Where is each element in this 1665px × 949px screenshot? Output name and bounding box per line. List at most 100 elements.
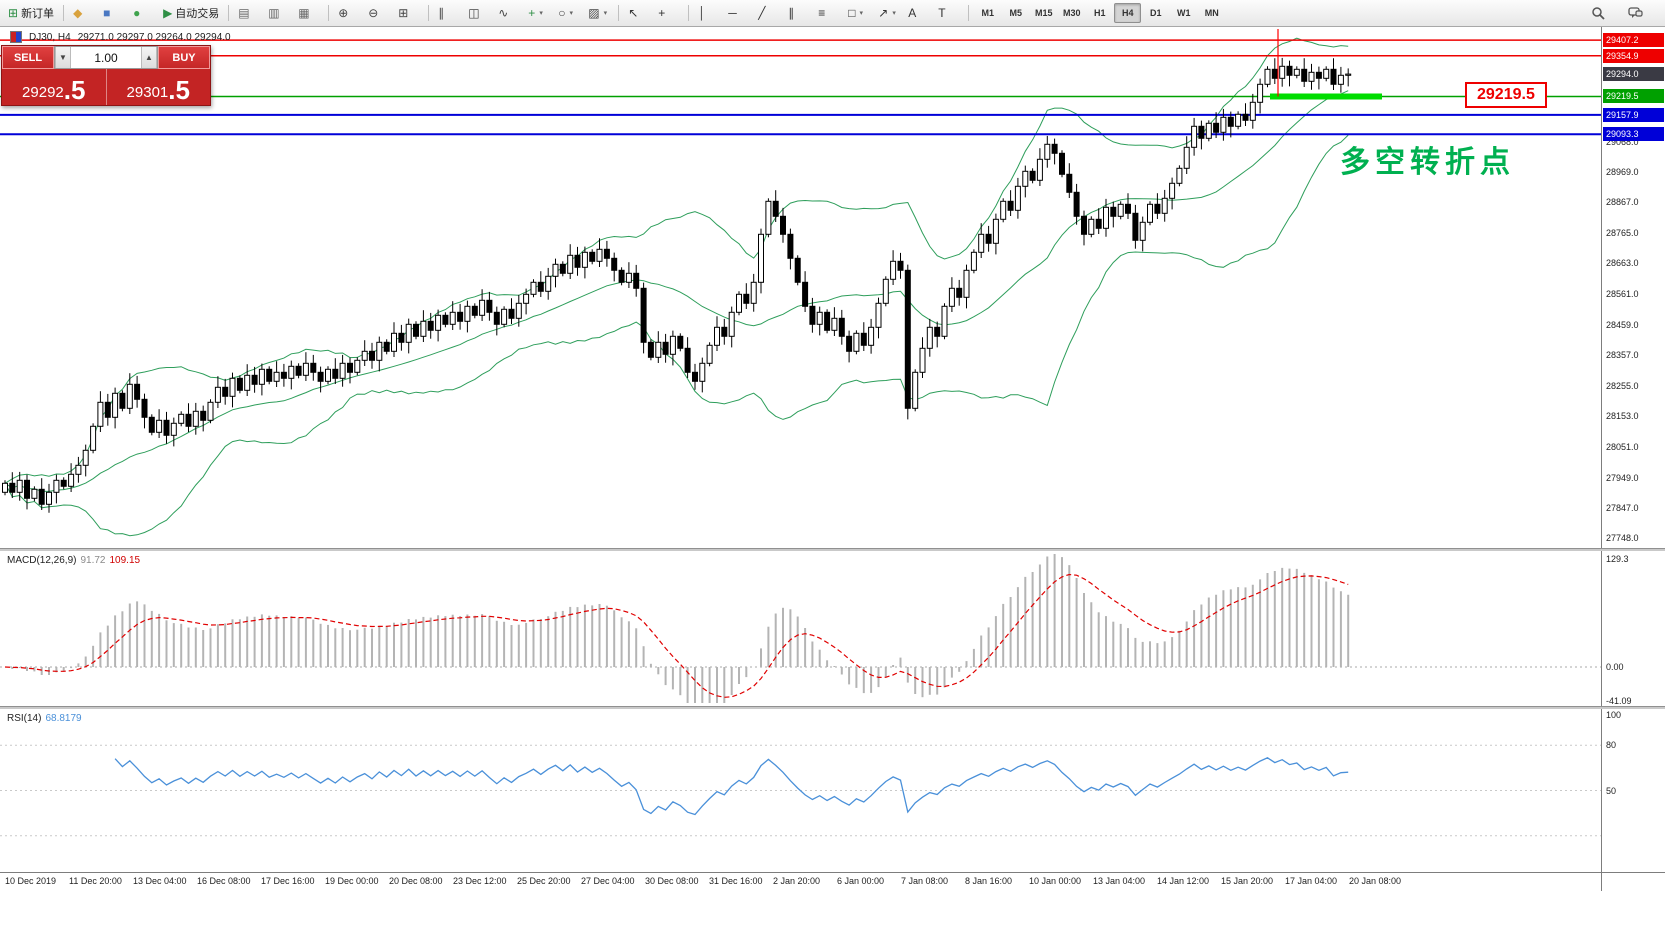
time-tick-label: 23 Dec 12:00 [453,876,507,886]
buy-price-big: .5 [168,74,190,105]
navigator-button[interactable]: ▥ [264,2,293,25]
navigator-icon: ▥ [268,6,280,20]
macd-panel[interactable]: MACD(12,26,9) 91.72 109.15 [0,551,1601,706]
timeframe-m1-button[interactable]: M1 [981,8,995,18]
zoom-in-button[interactable]: ⊕ [334,2,363,25]
time-tick-label: 27 Dec 04:00 [581,876,635,886]
templates-icon: ▨ [588,6,600,20]
sell-button[interactable]: SELL [2,46,54,69]
profiles-button[interactable]: ■ [99,2,128,25]
timeframe-h1-button[interactable]: H1 [1094,8,1106,18]
fibonacci-button[interactable]: ≡ [814,2,843,25]
time-axis[interactable]: 10 Dec 2019 11 Dec 20:00 13 Dec 04:00 16 De… [0,872,1665,891]
price-line-label: 29093.3 [1603,127,1664,142]
new-order-button[interactable]: ⊞ 新订单 [4,2,58,25]
chat-icon [1628,7,1643,18]
macd-axis-tick: 0.00 [1606,661,1624,672]
chart-title: DJ30, H4 29271.0 29297.0 29264.0 29294.0 [10,31,231,43]
vertical-line-icon: │ [698,6,706,20]
crosshair-button[interactable]: + [654,2,683,25]
timeframe-w1-button[interactable]: W1 [1177,8,1191,18]
rsi-row: RSI(14) 68.8179 100 80 50 [0,709,1665,872]
cursor-button[interactable]: ↖ [624,2,653,25]
volume-decrease-button[interactable]: ▼ [55,47,71,68]
zoom-out-button[interactable]: ⊖ [364,2,393,25]
timeframe-d1-button[interactable]: D1 [1150,8,1162,18]
buy-button[interactable]: BUY [158,46,210,69]
indicators-button[interactable]: + ▾ [524,2,553,25]
support-segment[interactable] [1270,93,1382,100]
favorites-button[interactable]: ◆ [69,2,98,25]
one-click-trading-panel: SELL ▼ ▲ BUY 29292.5 29301.5 [1,45,211,106]
time-tick-label: 10 Dec 2019 [5,876,57,886]
panel-splitter-2[interactable] [0,706,1665,709]
rsi-axis-tick: 50 [1606,785,1617,796]
arrows-button[interactable]: ↗ ▾ [874,2,903,25]
timeframe-m5-button[interactable]: M5 [1009,8,1023,18]
volume-increase-button[interactable]: ▲ [141,47,157,68]
time-tick-label: 15 Jan 20:00 [1221,876,1274,886]
time-tick-label: 13 Dec 04:00 [133,876,187,886]
vertical-line-button[interactable]: │ [694,2,723,25]
chart-ohlc-values: 29271.0 29297.0 29264.0 29294.0 [77,31,231,43]
time-tick-label: 6 Jan 00:00 [837,876,885,886]
shapes-button[interactable]: □ ▾ [844,2,873,25]
panel-splitter-1[interactable] [0,548,1665,551]
timeframe-m30-button[interactable]: M30 [1063,8,1081,18]
volume-input[interactable] [71,47,141,68]
rsi-value: 68.8179 [45,713,82,724]
templates-button[interactable]: ▨ ▾ [584,2,613,25]
buy-price[interactable]: 29301.5 [105,69,211,105]
line-chart-type-icon: ∿ [498,6,509,20]
terminal-button[interactable]: ▦ [294,2,323,25]
rsi-name: RSI(14) [7,713,42,724]
macd-histogram [11,554,1350,703]
time-tick-label: 10 Jan 00:00 [1029,876,1082,886]
timeframe-mn-button[interactable]: MN [1204,8,1219,18]
time-tick-label: 7 Jan 08:00 [901,876,949,886]
rsi-panel[interactable]: RSI(14) 68.8179 [0,709,1601,872]
label-button[interactable]: T [934,2,963,25]
periods-button[interactable]: ○ ▾ [554,2,583,25]
chat-button[interactable] [1624,2,1653,25]
bollinger-bands [4,37,1349,537]
horizontal-line-button[interactable]: ─ [724,2,753,25]
tile-windows-button[interactable]: ⊞ [394,2,423,25]
price-level-annotation[interactable]: 29219.5 [1465,82,1547,108]
toolbar-separator [968,5,970,21]
trendline-button[interactable]: ╱ [754,2,783,25]
line-chart-type-button[interactable]: ∿ [494,2,523,25]
price-chart[interactable]: DJ30, H4 29271.0 29297.0 29264.0 29294.0… [0,27,1601,548]
time-tick-label: 19 Dec 00:00 [325,876,379,886]
periods-dropdown-icon: ▾ [569,10,574,17]
text-button[interactable]: A [904,2,933,25]
time-tick-label: 25 Dec 20:00 [517,876,571,886]
macd-row: MACD(12,26,9) 91.72 109.15 129.3 0.00 -41.09 [0,551,1665,706]
price-tick: 28663.0 [1606,258,1639,269]
community-button[interactable]: ● [129,2,158,25]
autotrading-button[interactable]: ▶ 自动交易 [159,2,223,25]
sell-price-base: 29292 [22,83,64,101]
autotrading-icon: ▶ [163,6,173,20]
macd-axis-tick: 129.3 [1606,554,1629,565]
price-axis[interactable]: 29068.0 28969.0 28867.0 28765.0 28663.0 28561… [1601,27,1665,548]
search-button[interactable] [1587,2,1616,25]
horizontal-lines[interactable] [0,39,1601,136]
timeframe-m15-button[interactable]: M15 [1035,8,1053,18]
price-tick: 28459.0 [1606,319,1639,330]
timeframe-h4-button[interactable]: H4 [1114,3,1142,23]
axis-corner [1601,873,1665,891]
rsi-axis-tick: 80 [1606,740,1617,751]
candles-chart-type-button[interactable]: ◫ [464,2,493,25]
sell-price[interactable]: 29292.5 [2,69,106,105]
toolbar-separator [428,5,430,21]
price-tick: 28153.0 [1606,411,1639,422]
data-window-icon: ▤ [238,6,250,20]
channel-button[interactable]: ∥ [784,2,813,25]
turning-point-annotation[interactable]: 多空转折点 [1340,146,1515,179]
trendline-icon: ╱ [758,6,766,20]
data-window-button[interactable]: ▤ [234,2,263,25]
bars-chart-type-button[interactable]: ∥ [434,2,463,25]
macd-label: MACD(12,26,9) 91.72 109.15 [7,555,140,566]
